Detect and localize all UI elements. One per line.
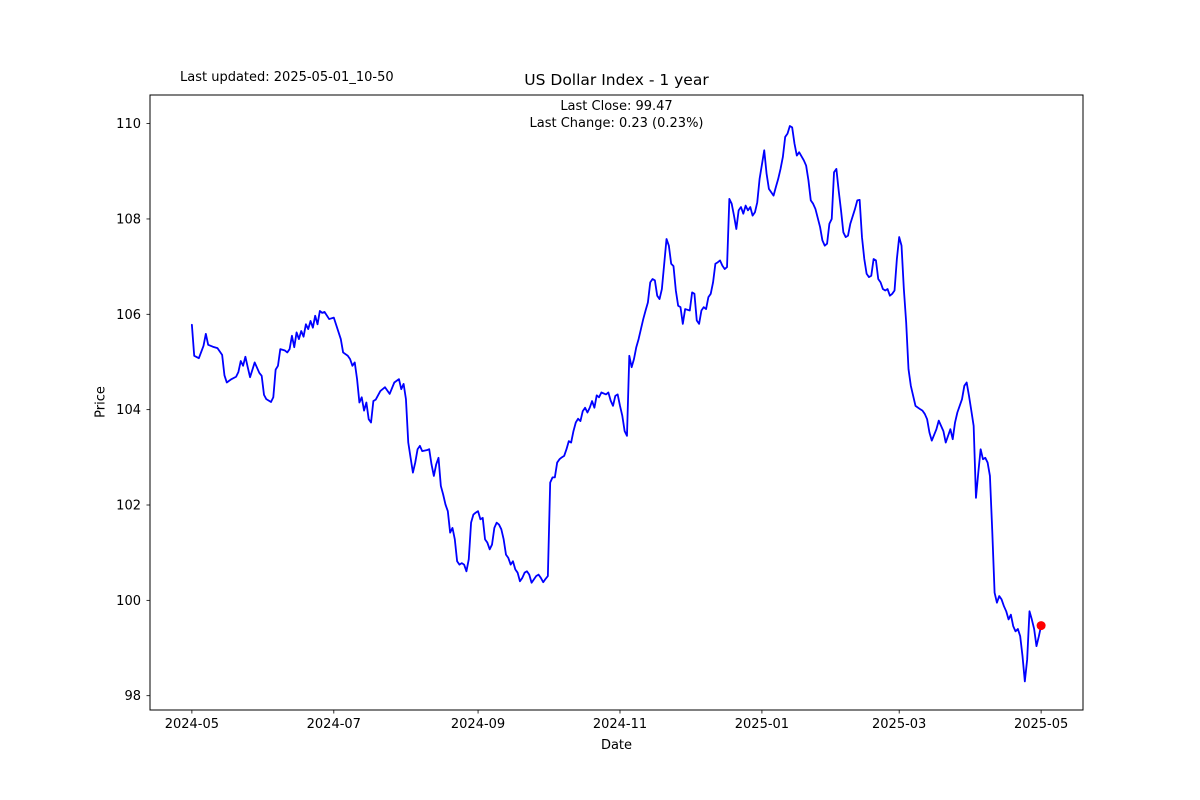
last-close-line: Last Close: 99.47 [560,99,673,114]
y-tick-label: 102 [116,499,141,514]
x-axis-label: Date [600,738,633,753]
x-tick-label: 2024-11 [593,717,647,732]
x-tick-label: 2025-05 [1014,717,1068,732]
last-updated-label: Last updated: 2025-05-01_10-50 [180,70,394,85]
y-tick-label: 100 [116,594,141,609]
chart-title: US Dollar Index - 1 year [524,71,709,89]
x-tick-label: 2024-07 [307,717,361,732]
y-tick-label: 110 [116,117,141,132]
x-tick-label: 2024-05 [165,717,219,732]
price-line [190,125,1043,683]
x-tick-label: 2025-01 [735,717,789,732]
x-tick-label: 2024-09 [451,717,505,732]
y-tick-label: 98 [124,689,141,704]
y-tick-label: 104 [116,403,141,418]
axes-box [149,94,1084,711]
last-price-marker [1036,621,1046,631]
y-axis-label: Price [93,386,109,418]
y-tick-label: 106 [116,308,141,323]
x-tick-label: 2025-03 [872,717,926,732]
last-change-line: Last Change: 0.23 (0.23%) [529,116,704,131]
y-tick-label: 108 [116,212,141,227]
last-close-annotation: Last Close: 99.47 Last Change: 0.23 (0.2… [150,98,1083,132]
